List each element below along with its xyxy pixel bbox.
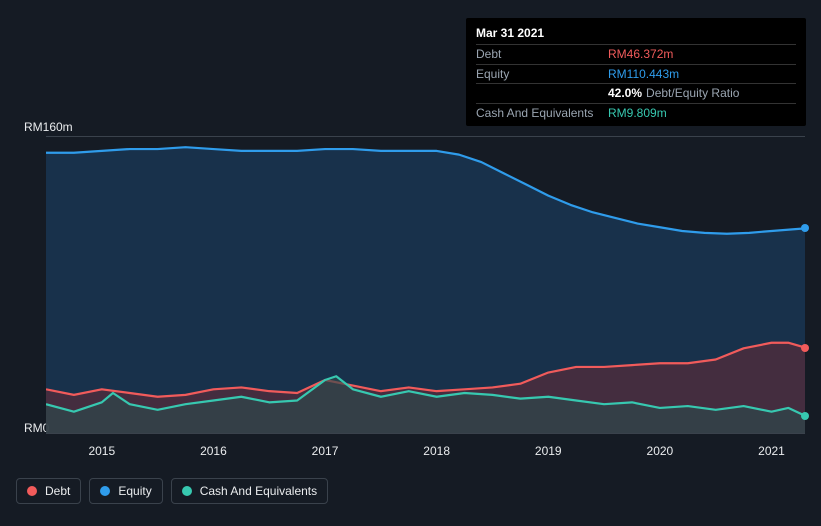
tooltip-label: Cash And Equivalents (476, 106, 608, 120)
tooltip-label: Equity (476, 67, 608, 81)
x-tick-label: 2019 (535, 444, 562, 458)
gridline-bottom (46, 433, 805, 434)
series-end-dot-equity (801, 224, 809, 232)
tooltip-date: Mar 31 2021 (476, 24, 796, 44)
x-tick-label: 2018 (423, 444, 450, 458)
x-tick-label: 2017 (312, 444, 339, 458)
tooltip-label (476, 86, 608, 100)
tooltip-row-equity: Equity RM110.443m (476, 64, 796, 83)
tooltip-value: RM9.809m (608, 106, 796, 120)
tooltip-value: RM46.372m (608, 47, 796, 61)
tooltip-row-ratio: 42.0% Debt/Equity Ratio (476, 83, 796, 102)
legend-label: Cash And Equivalents (200, 484, 317, 498)
legend-label: Equity (118, 484, 151, 498)
y-axis-label-top: RM160m (24, 120, 73, 134)
legend-swatch (100, 486, 110, 496)
tooltip-row-cash: Cash And Equivalents RM9.809m (476, 103, 796, 122)
chart-tooltip: Mar 31 2021 Debt RM46.372m Equity RM110.… (466, 18, 806, 126)
legend-item-debt[interactable]: Debt (16, 478, 81, 504)
debt-equity-chart: Mar 31 2021 Debt RM46.372m Equity RM110.… (0, 0, 821, 526)
ratio-pct: 42.0% (608, 86, 642, 100)
series-end-dot-debt (801, 344, 809, 352)
legend-label: Debt (45, 484, 70, 498)
tooltip-label: Debt (476, 47, 608, 61)
legend-item-equity[interactable]: Equity (89, 478, 162, 504)
legend-item-cash[interactable]: Cash And Equivalents (171, 478, 328, 504)
tooltip-value: 42.0% Debt/Equity Ratio (608, 86, 796, 100)
tooltip-row-debt: Debt RM46.372m (476, 44, 796, 63)
ratio-label: Debt/Equity Ratio (646, 86, 739, 100)
tooltip-value: RM110.443m (608, 67, 796, 81)
legend-swatch (27, 486, 37, 496)
series-end-dot-cash (801, 412, 809, 420)
chart-legend: Debt Equity Cash And Equivalents (16, 478, 328, 504)
x-tick-label: 2016 (200, 444, 227, 458)
legend-swatch (182, 486, 192, 496)
plot-area[interactable] (46, 136, 805, 434)
chart-svg (46, 136, 805, 434)
x-tick-label: 2015 (88, 444, 115, 458)
x-tick-label: 2021 (758, 444, 785, 458)
x-tick-label: 2020 (647, 444, 674, 458)
gridline-top (46, 136, 805, 137)
